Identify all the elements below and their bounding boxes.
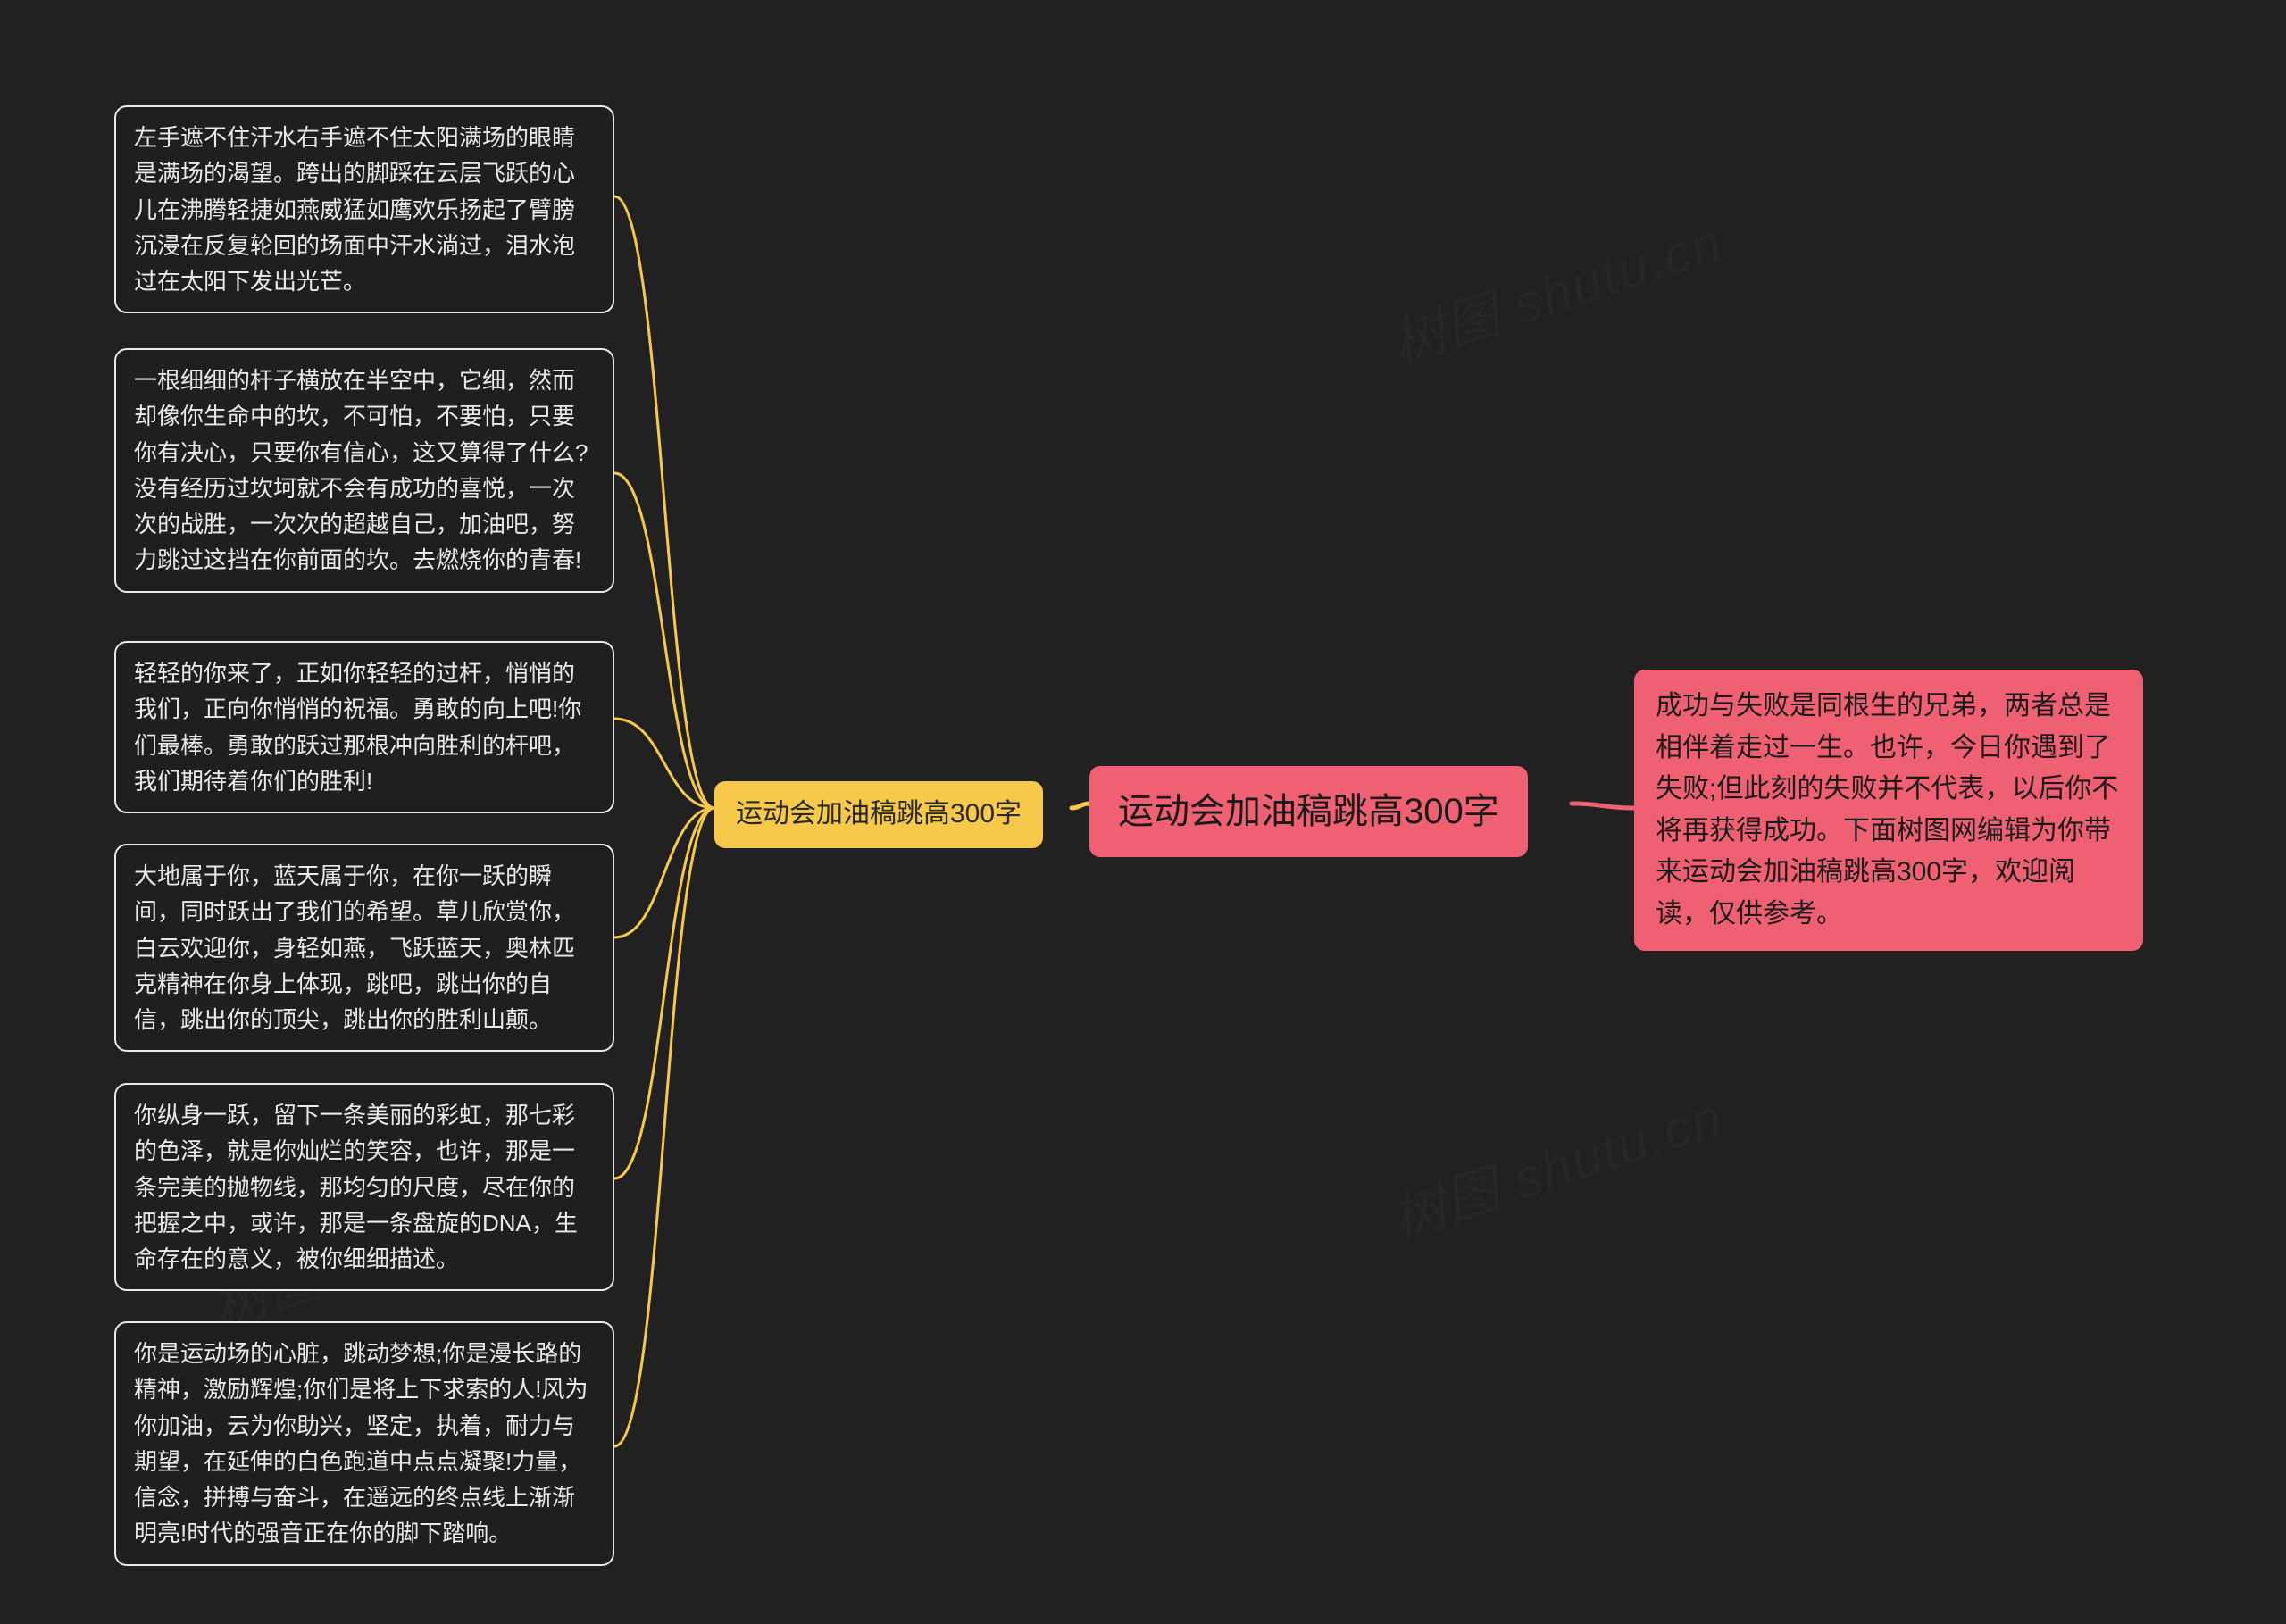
mindmap-branch-right[interactable]: 成功与失败是同根生的兄弟，两者总是相伴着走过一生。也许，今日你遇到了失败;但此刻… (1634, 670, 2143, 951)
mindmap-branch-left[interactable]: 运动会加油稿跳高300字 (714, 781, 1043, 848)
mindmap-leaf[interactable]: 你纵身一跃，留下一条美丽的彩虹，那七彩的色泽，就是你灿烂的笑容，也许，那是一条完… (114, 1083, 614, 1291)
mindmap-leaf[interactable]: 大地属于你，蓝天属于你，在你一跃的瞬间，同时跃出了我们的希望。草儿欣赏你，白云欢… (114, 844, 614, 1052)
watermark: 树图 shutu.cn (1381, 1074, 1732, 1254)
mindmap-leaf[interactable]: 你是运动场的心脏，跳动梦想;你是漫长路的精神，激励辉煌;你们是将上下求索的人!风… (114, 1321, 614, 1566)
watermark: 树图 shutu.cn (1381, 199, 1732, 379)
mindmap-leaf[interactable]: 左手遮不住汗水右手遮不住太阳满场的眼睛是满场的渴望。跨出的脚踩在云层飞跃的心儿在… (114, 105, 614, 313)
mindmap-root[interactable]: 运动会加油稿跳高300字 (1089, 766, 1528, 857)
mindmap-leaf[interactable]: 轻轻的你来了，正如你轻轻的过杆，悄悄的我们，正向你悄悄的祝福。勇敢的向上吧!你们… (114, 641, 614, 813)
mindmap-leaf[interactable]: 一根细细的杆子横放在半空中，它细，然而却像你生命中的坎，不可怕，不要怕，只要你有… (114, 348, 614, 593)
